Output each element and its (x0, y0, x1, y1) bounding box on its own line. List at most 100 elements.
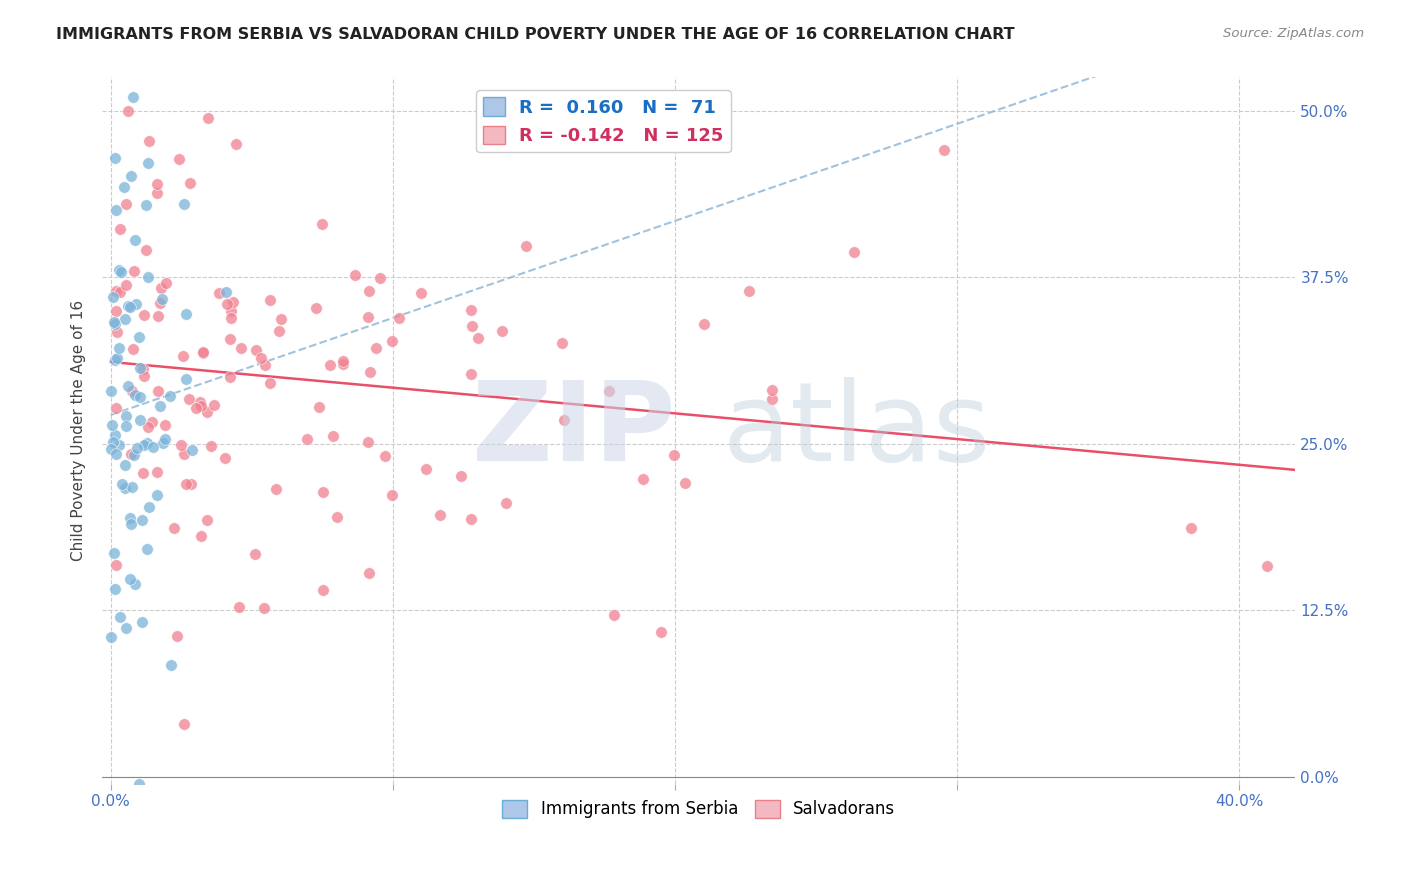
Point (124, 387, 146, 401)
Point (259, 376, 281, 391)
Point (155, 276, 177, 290)
Point (121, 384, 143, 399)
Point (105, 304, 128, 318)
Point (132, 437, 155, 451)
Point (311, 218, 333, 232)
Point (222, 295, 245, 310)
Point (132, 308, 155, 322)
Point (368, 270, 391, 285)
Point (228, 599, 250, 614)
Point (104, 582, 127, 596)
Point (243, 547, 266, 561)
Point (150, 281, 173, 295)
Point (173, 447, 195, 461)
Text: IMMIGRANTS FROM SERBIA VS SALVADORAN CHILD POVERTY UNDER THE AGE OF 16 CORRELATI: IMMIGRANTS FROM SERBIA VS SALVADORAN CHI… (56, 27, 1015, 42)
Point (326, 510, 349, 524)
Point (200, 439, 222, 453)
Point (134, 368, 156, 383)
Point (312, 582, 335, 597)
Point (141, 415, 163, 429)
Point (322, 429, 344, 443)
Point (136, 155, 159, 169)
Point (159, 657, 181, 672)
Point (125, 441, 148, 455)
Point (245, 343, 267, 358)
Text: atlas: atlas (723, 377, 991, 484)
Point (662, 448, 685, 462)
Point (359, 365, 381, 379)
Point (146, 488, 169, 502)
Point (117, 299, 139, 313)
Text: Source: ZipAtlas.com: Source: ZipAtlas.com (1223, 27, 1364, 40)
Point (450, 468, 472, 483)
Point (374, 449, 396, 463)
Point (118, 300, 141, 314)
Point (491, 324, 513, 338)
Point (121, 342, 143, 356)
Point (100, 384, 122, 398)
Point (104, 151, 127, 165)
Point (120, 516, 142, 531)
Point (219, 370, 242, 384)
Point (114, 481, 136, 495)
Point (166, 629, 188, 643)
Point (460, 303, 482, 318)
Point (131, 513, 153, 527)
Point (460, 367, 482, 381)
Point (110, 477, 132, 491)
Point (105, 285, 128, 299)
Point (136, 436, 159, 450)
Point (179, 392, 201, 406)
Point (761, 383, 783, 397)
Point (104, 202, 127, 217)
Point (219, 303, 242, 318)
Point (693, 317, 716, 331)
Point (101, 417, 124, 432)
Point (250, 351, 273, 365)
Point (124, 264, 146, 278)
Point (359, 284, 381, 298)
Point (308, 400, 330, 414)
Point (357, 310, 380, 325)
Point (163, 521, 186, 535)
Point (108, 341, 131, 355)
Point (149, 399, 172, 413)
Point (217, 296, 239, 310)
Point (429, 508, 451, 523)
Point (101, 290, 124, 304)
Point (122, 448, 145, 462)
Point (359, 566, 381, 580)
Point (117, 103, 139, 118)
Point (515, 239, 537, 253)
Point (125, 296, 148, 310)
Point (253, 601, 276, 615)
Point (312, 484, 335, 499)
Point (146, 309, 169, 323)
Point (409, 286, 432, 301)
Point (1180, 521, 1202, 535)
Point (121, 480, 143, 494)
Point (253, 358, 276, 372)
Point (467, 331, 489, 345)
Point (136, 420, 159, 434)
Point (295, 433, 318, 447)
Point (115, 621, 138, 635)
Point (193, 345, 215, 359)
Point (495, 496, 517, 510)
Point (179, 177, 201, 191)
Point (150, 292, 173, 306)
Point (105, 558, 128, 573)
Point (270, 311, 292, 326)
Point (934, 143, 956, 157)
Point (214, 450, 236, 465)
Point (631, 472, 654, 486)
Point (598, 384, 620, 399)
Point (114, 458, 136, 472)
Point (319, 358, 342, 372)
Point (332, 357, 354, 371)
Point (195, 513, 218, 527)
Point (197, 112, 219, 126)
Point (136, 541, 159, 556)
Point (114, 277, 136, 292)
Point (132, 467, 155, 481)
